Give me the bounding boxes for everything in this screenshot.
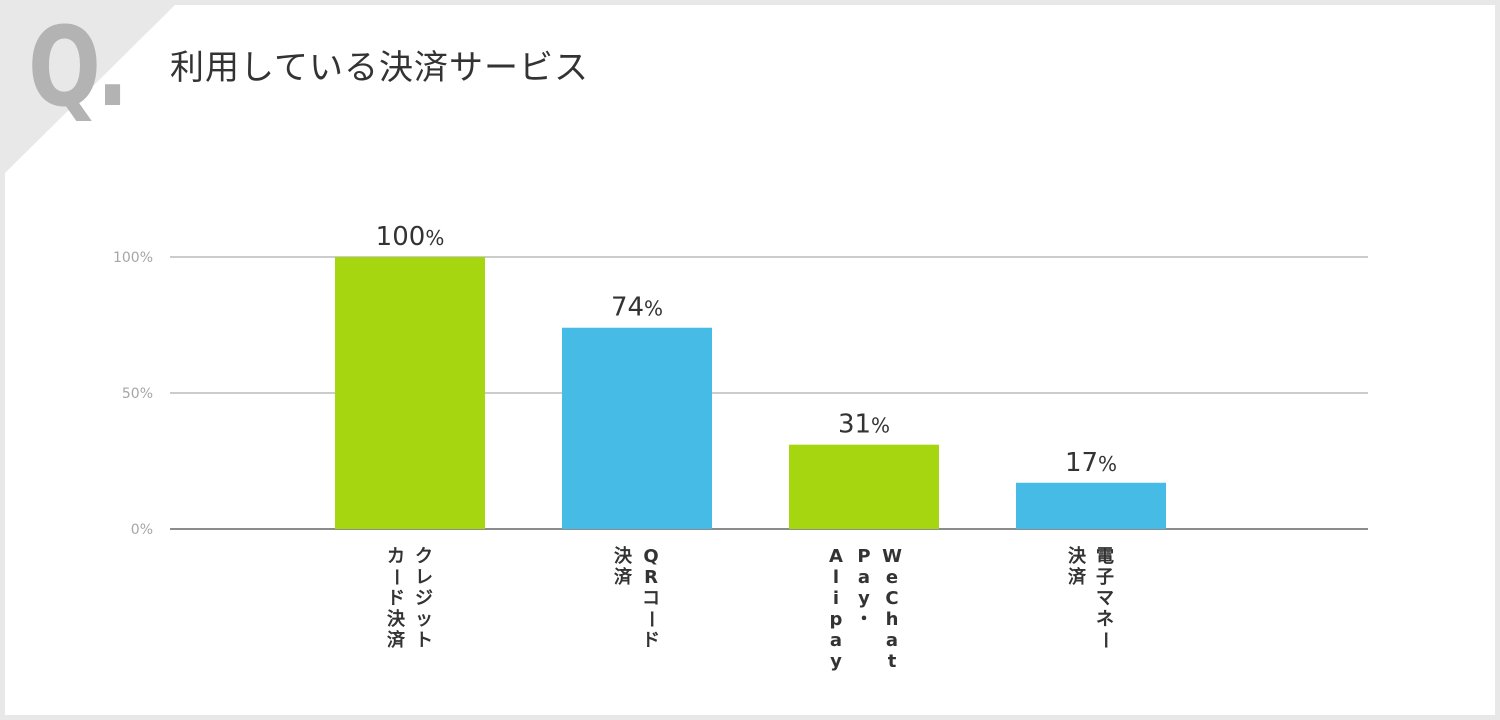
- x-tick-char: i: [833, 588, 839, 609]
- x-tick-char: カ: [387, 546, 405, 567]
- bar: [562, 327, 712, 529]
- x-tick-char: ー: [1094, 631, 1115, 649]
- x-tick-char: A: [829, 546, 843, 567]
- x-tick-char: e: [886, 567, 898, 588]
- x-tick-char: P: [857, 546, 870, 567]
- y-tick-label: 100%: [113, 250, 153, 266]
- x-tick-char: 済: [1068, 566, 1087, 588]
- y-tick-label: 0%: [131, 522, 153, 538]
- x-tick-char: a: [886, 630, 898, 651]
- x-tick-char: ド: [387, 588, 405, 609]
- y-tick-label: 50%: [122, 386, 153, 402]
- page-title: 利用している決済サービス: [170, 48, 589, 88]
- x-tick-char: マ: [1096, 588, 1114, 609]
- bar: [335, 257, 485, 529]
- bar: [789, 444, 939, 529]
- x-tick-char: a: [858, 567, 870, 588]
- x-tick-char: ネ: [1096, 609, 1114, 630]
- x-tick-char: ジ: [415, 588, 433, 609]
- x-tick-char: t: [888, 651, 897, 672]
- x-tick-char: a: [830, 630, 842, 651]
- x-tick-char: C: [885, 588, 898, 609]
- x-tick-char: コ: [642, 588, 660, 609]
- x-tick-char: W: [882, 546, 902, 567]
- x-tick-char: ッ: [415, 609, 433, 630]
- data-label: 31%: [838, 410, 890, 440]
- x-tick-char: y: [858, 588, 870, 609]
- data-label: 17%: [1065, 448, 1117, 478]
- x-tick-char: ー: [385, 568, 406, 586]
- x-tick-char: h: [886, 609, 899, 630]
- x-tick-char: ト: [415, 630, 433, 651]
- question-mark-label: Q.: [28, 3, 129, 131]
- chart-card: [5, 5, 1495, 715]
- x-tick-char: R: [644, 567, 658, 588]
- data-label: 100%: [376, 222, 445, 252]
- x-tick-char: 電: [1096, 546, 1114, 567]
- x-tick-char: ー: [640, 610, 661, 628]
- x-tick-char: 決: [1068, 545, 1087, 567]
- x-tick-char: Q: [643, 546, 658, 567]
- x-tick-char: ド: [642, 630, 660, 651]
- x-tick-char: 決: [387, 608, 406, 630]
- x-tick-char: 済: [387, 629, 406, 651]
- x-tick-char: ・: [855, 609, 873, 630]
- data-label: 74%: [611, 293, 663, 323]
- x-tick-char: ク: [415, 546, 433, 567]
- x-tick-char: p: [830, 609, 843, 630]
- x-tick-char: y: [830, 651, 842, 672]
- x-tick-char: l: [833, 567, 839, 588]
- x-tick-char: 子: [1096, 567, 1114, 588]
- x-tick-char: レ: [415, 567, 433, 588]
- x-tick-char: 決: [614, 545, 633, 567]
- bar: [1016, 482, 1166, 529]
- x-tick-char: 済: [614, 566, 633, 588]
